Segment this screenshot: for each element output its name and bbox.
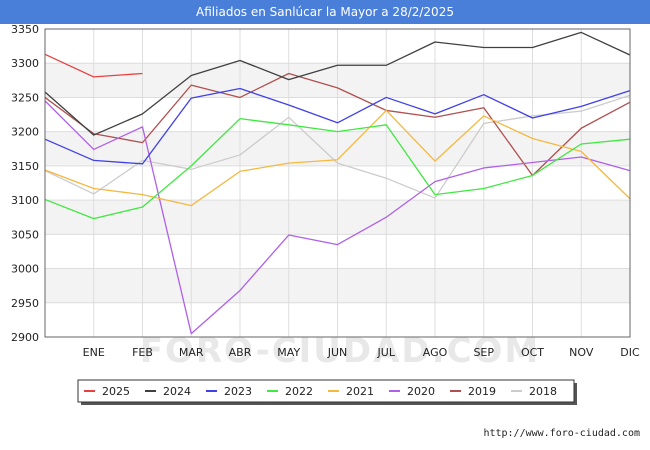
x-tick-label: ABR: [229, 346, 252, 359]
y-tick-label: 3200: [11, 126, 39, 139]
x-tick-label: MAR: [179, 346, 204, 359]
series-line-2021: [44, 109, 631, 207]
chart-title: Afiliados en Sanlúcar la Mayor a 28/2/20…: [0, 0, 650, 24]
series-line-2020: [44, 100, 631, 335]
legend-label: 2018: [529, 385, 557, 398]
x-tick-label: MAY: [277, 346, 300, 359]
legend-label: 2019: [468, 385, 496, 398]
y-tick-label: 2900: [11, 331, 39, 344]
x-tick-label: DIC: [620, 346, 640, 359]
y-tick-label: 2950: [11, 297, 39, 310]
y-tick-label: 3100: [11, 194, 39, 207]
source-url: http://www.foro-ciudad.com: [483, 428, 640, 439]
legend-label: 2020: [407, 385, 435, 398]
plot-frame: [44, 28, 631, 338]
x-tick-label: FEB: [132, 346, 153, 359]
watermark: FORO-CIUDAD.COM: [140, 331, 541, 371]
legend-label: 2023: [224, 385, 252, 398]
series-line-2018: [44, 94, 631, 199]
y-tick-label: 3050: [11, 228, 39, 241]
series-line-2024: [44, 31, 631, 136]
y-tick-label: 3000: [11, 263, 39, 276]
x-tick-label: NOV: [569, 346, 594, 359]
series-line-2025: [44, 53, 143, 78]
series-line-2023: [44, 87, 631, 165]
x-tick-label: JUN: [327, 346, 348, 359]
y-tick-label: 3350: [11, 23, 39, 36]
legend-label: 2022: [285, 385, 313, 398]
series-lines: [44, 31, 631, 335]
legend-box: [77, 379, 575, 403]
x-tick-label: ENE: [83, 346, 105, 359]
y-tick-label: 3150: [11, 160, 39, 173]
y-tick-label: 3250: [11, 91, 39, 104]
legend-label: 2024: [163, 385, 191, 398]
legend-label: 2021: [346, 385, 374, 398]
x-tick-label: AGO: [423, 346, 448, 359]
legend: 2025 2024 2023 2022 2021 2020 2019 2018: [77, 379, 577, 405]
x-tick-label: OCT: [521, 346, 544, 359]
y-axis-tick-labels: 2900 2950 3000 3050 3100 3150 3200 3250 3300 3350: [11, 23, 39, 344]
x-tick-label: JUL: [377, 346, 396, 359]
x-axis-tick-labels: ENE FEB MAR ABR MAY JUN JUL AGO SEP OCT NOV DIC: [83, 346, 640, 359]
x-tick-label: SEP: [473, 346, 494, 359]
series-line-2022: [44, 118, 631, 220]
legend-label: 2025: [102, 385, 130, 398]
y-tick-label: 3300: [11, 57, 39, 70]
